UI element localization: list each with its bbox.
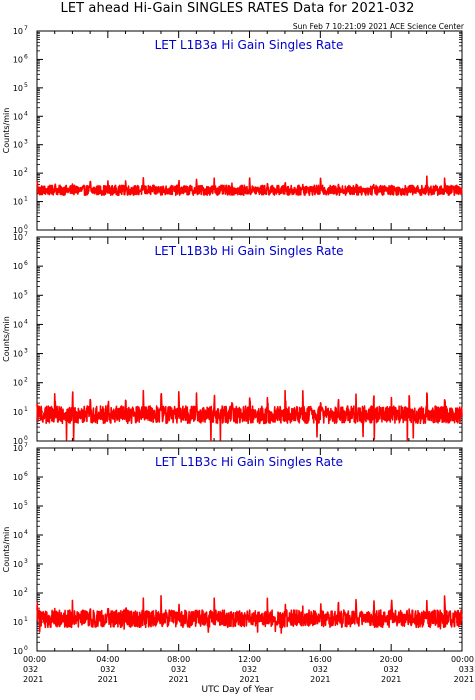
data-series bbox=[36, 175, 463, 197]
y-tick-exponent: 0 bbox=[24, 435, 28, 442]
y-tick-label: 10 bbox=[13, 291, 23, 300]
x-axis-title: UTC Day of Year bbox=[201, 685, 274, 695]
y-tick-exponent: 1 bbox=[24, 616, 28, 623]
x-tick-label: 2021 bbox=[454, 675, 474, 684]
y-tick-exponent: 3 bbox=[24, 558, 28, 565]
y-tick-exponent: 5 bbox=[24, 82, 28, 89]
y-tick-exponent: 5 bbox=[24, 289, 28, 296]
y-tick-exponent: 4 bbox=[24, 318, 28, 325]
x-tick-label: 2021 bbox=[381, 675, 401, 684]
x-tick-label: 2021 bbox=[239, 675, 259, 684]
y-axis-label: Counts/min bbox=[2, 316, 11, 362]
x-tick-label: 032 bbox=[171, 665, 186, 674]
x-tick-label: 00:00 bbox=[451, 655, 474, 664]
y-tick-label: 10 bbox=[13, 408, 23, 417]
y-tick-exponent: 7 bbox=[24, 231, 28, 238]
y-tick-label: 10 bbox=[13, 379, 23, 388]
y-axis-label: Counts/min bbox=[2, 108, 11, 154]
x-tick-label: 2021 bbox=[23, 675, 43, 684]
x-tick-label: 2021 bbox=[98, 675, 118, 684]
y-tick-label: 10 bbox=[13, 27, 23, 36]
x-tick-label: 032 bbox=[384, 665, 399, 674]
y-tick-exponent: 4 bbox=[24, 110, 28, 117]
y-tick-label: 10 bbox=[13, 112, 23, 121]
x-tick-label: 12:00 bbox=[238, 655, 261, 664]
y-tick-exponent: 2 bbox=[24, 587, 28, 594]
x-tick-label: 032 bbox=[313, 665, 328, 674]
y-tick-exponent: 1 bbox=[24, 406, 28, 413]
y-tick-exponent: 0 bbox=[24, 645, 28, 652]
y-tick-label: 10 bbox=[13, 233, 23, 242]
y-tick-label: 10 bbox=[13, 589, 23, 598]
x-tick-label: 20:00 bbox=[380, 655, 403, 664]
panel-title: LET L1B3b Hi Gain Singles Rate bbox=[154, 244, 343, 258]
y-tick-label: 10 bbox=[13, 55, 23, 64]
y-axis-label: Counts/min bbox=[2, 527, 11, 573]
y-tick-label: 10 bbox=[13, 141, 23, 150]
y-tick-exponent: 0 bbox=[24, 224, 28, 231]
x-tick-label: 00:00 bbox=[23, 655, 46, 664]
y-tick-exponent: 6 bbox=[24, 260, 28, 267]
y-tick-exponent: 1 bbox=[24, 196, 28, 203]
data-series bbox=[36, 594, 463, 634]
y-tick-label: 10 bbox=[13, 437, 23, 446]
x-tick-label: 032 bbox=[242, 665, 257, 674]
data-series bbox=[36, 389, 463, 442]
y-tick-label: 10 bbox=[13, 262, 23, 271]
x-tick-label: 032 bbox=[23, 665, 38, 674]
y-tick-label: 10 bbox=[13, 531, 23, 540]
x-tick-label: 033 bbox=[459, 665, 474, 674]
x-tick-label: 2021 bbox=[168, 675, 188, 684]
y-tick-label: 10 bbox=[13, 618, 23, 627]
y-tick-exponent: 2 bbox=[24, 167, 28, 174]
y-tick-label: 10 bbox=[13, 647, 23, 656]
x-tick-label: 2021 bbox=[310, 675, 330, 684]
y-tick-label: 10 bbox=[13, 320, 23, 329]
x-tick-label: 08:00 bbox=[167, 655, 190, 664]
y-tick-exponent: 7 bbox=[24, 25, 28, 32]
y-tick-label: 10 bbox=[13, 198, 23, 207]
y-tick-label: 10 bbox=[13, 226, 23, 235]
y-tick-label: 10 bbox=[13, 350, 23, 359]
y-tick-exponent: 7 bbox=[24, 442, 28, 449]
panel-title: LET L1B3a Hi Gain Singles Rate bbox=[155, 38, 344, 52]
y-tick-label: 10 bbox=[13, 444, 23, 453]
y-tick-label: 10 bbox=[13, 502, 23, 511]
y-tick-exponent: 6 bbox=[24, 53, 28, 60]
y-tick-exponent: 2 bbox=[24, 377, 28, 384]
y-tick-label: 10 bbox=[13, 473, 23, 482]
y-tick-label: 10 bbox=[13, 560, 23, 569]
y-tick-label: 10 bbox=[13, 84, 23, 93]
x-tick-label: 16:00 bbox=[309, 655, 332, 664]
page-title: LET ahead Hi-Gain SINGLES RATES Data for… bbox=[60, 1, 415, 16]
y-tick-exponent: 5 bbox=[24, 500, 28, 507]
x-tick-label: 04:00 bbox=[96, 655, 119, 664]
y-tick-exponent: 6 bbox=[24, 471, 28, 478]
y-tick-exponent: 3 bbox=[24, 139, 28, 146]
y-tick-exponent: 4 bbox=[24, 529, 28, 536]
generated-timestamp: Sun Feb 7 10:21:09 2021 ACE Science Cent… bbox=[292, 22, 464, 31]
y-tick-label: 10 bbox=[13, 169, 23, 178]
x-tick-label: 032 bbox=[100, 665, 115, 674]
plot-frame bbox=[36, 30, 463, 231]
panel-title: LET L1B3c Hi Gain Singles Rate bbox=[155, 455, 343, 469]
y-tick-exponent: 3 bbox=[24, 348, 28, 355]
